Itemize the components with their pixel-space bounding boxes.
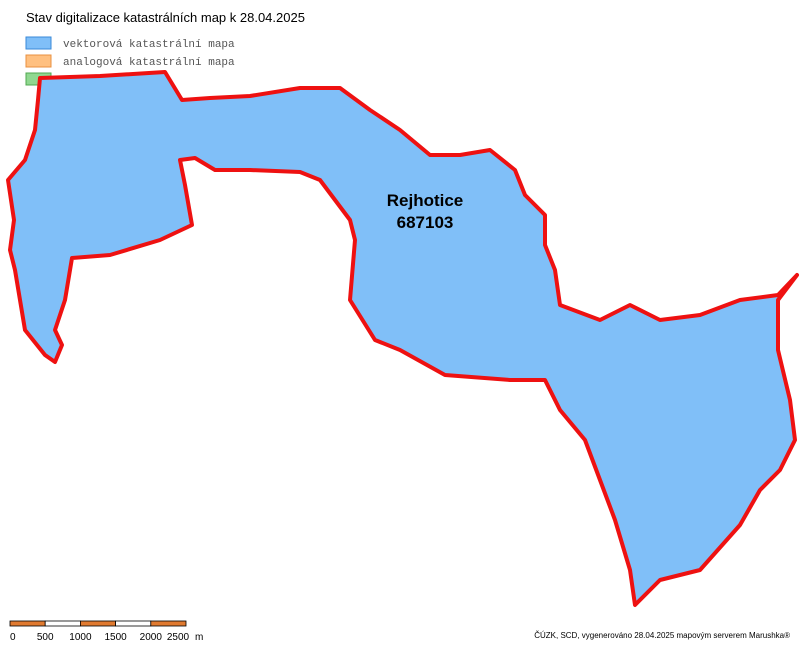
- scale-segment: [115, 620, 152, 627]
- legend-label: analogová katastrální mapa: [63, 57, 235, 69]
- scale-unit: m: [195, 632, 203, 643]
- scale-segment: [9, 620, 46, 627]
- scale-segment: [150, 620, 187, 627]
- scale-segment: [44, 620, 81, 627]
- cadastral-area: [6, 70, 799, 607]
- scale-label: 2000: [140, 632, 163, 643]
- scale-segment: [80, 620, 117, 627]
- legend-label: vektorová katastrální mapa: [63, 39, 235, 51]
- area-name: Rejhotice: [387, 191, 464, 210]
- area-code: 687103: [397, 213, 454, 232]
- scale-bar: 0 500 1000 1500 2000 2500 m: [9, 620, 203, 643]
- scale-label: 1500: [104, 632, 127, 643]
- scale-label: 500: [37, 632, 54, 643]
- scale-label: 0: [10, 632, 16, 643]
- scale-label: 2500: [167, 632, 190, 643]
- credit: ČÚZK, SCD, vygenerováno 28.04.2025 mapov…: [534, 631, 790, 640]
- map-title: Stav digitalizace katastrálních map k 28…: [26, 10, 305, 25]
- legend-swatch: [25, 54, 52, 68]
- legend-swatch: [25, 36, 52, 50]
- scale-label: 1000: [69, 632, 92, 643]
